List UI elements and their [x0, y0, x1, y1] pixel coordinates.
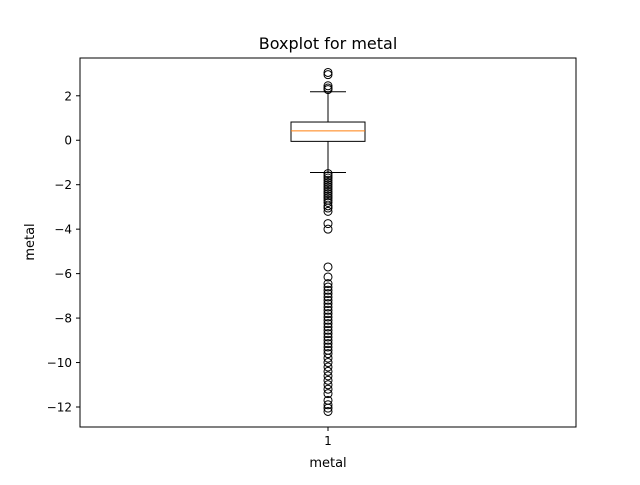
- outlier-point: [323, 299, 333, 309]
- outlier-group: [323, 67, 333, 416]
- outlier-point: [323, 169, 333, 179]
- outlier-point: [323, 389, 333, 399]
- outlier-point: [323, 302, 333, 312]
- outlier-point: [323, 329, 333, 339]
- outlier-point: [323, 224, 333, 234]
- outlier-point: [323, 406, 333, 416]
- outlier-point: [323, 197, 333, 207]
- plot-frame: [79, 57, 577, 428]
- outlier-point: [323, 173, 333, 183]
- outlier-point: [323, 171, 333, 181]
- y-tick-label: −8: [54, 312, 72, 326]
- y-tick-label: −2: [54, 178, 72, 192]
- outlier-point: [323, 332, 333, 342]
- outlier-point: [323, 180, 333, 190]
- outlier-point: [323, 70, 333, 80]
- y-axis-label: metal: [23, 223, 38, 260]
- outlier-point: [323, 400, 333, 410]
- outlier-point: [323, 189, 333, 199]
- y-tick-label: 2: [64, 89, 72, 103]
- outlier-point: [323, 305, 333, 315]
- outlier-point: [323, 335, 333, 345]
- outlier-point: [323, 375, 333, 385]
- outlier-point: [323, 325, 333, 335]
- outlier-point: [323, 342, 333, 352]
- outlier-point: [323, 177, 333, 187]
- outlier-point: [323, 67, 333, 77]
- outlier-point: [323, 319, 333, 329]
- outlier-point: [323, 285, 333, 295]
- y-tick-label: 0: [64, 134, 72, 148]
- x-tick-label: 1: [324, 434, 332, 448]
- outlier-point: [323, 182, 333, 192]
- outlier-point: [323, 262, 333, 272]
- y-tick-label: −10: [47, 356, 72, 370]
- x-axis-ticks: 1: [324, 427, 332, 448]
- outlier-point: [323, 362, 333, 372]
- outlier-point: [323, 191, 333, 201]
- outlier-point: [323, 353, 333, 363]
- box-group: [290, 91, 366, 173]
- outlier-point: [323, 184, 333, 194]
- outlier-point: [323, 186, 333, 196]
- outlier-point: [323, 289, 333, 299]
- outlier-point: [323, 279, 333, 289]
- x-axis-label: metal: [309, 456, 346, 471]
- y-tick-label: −12: [47, 400, 72, 414]
- outlier-point: [323, 292, 333, 302]
- outlier-point: [323, 380, 333, 390]
- outlier-point: [323, 81, 333, 91]
- y-axis-ticks: 2 0 −2 −4 −6 −8 −10 −12: [47, 89, 80, 414]
- outlier-point: [323, 349, 333, 359]
- chart-title: Boxplot for metal: [259, 34, 398, 53]
- outlier-point: [323, 206, 333, 216]
- outlier-point: [323, 219, 333, 229]
- outlier-point: [323, 201, 333, 211]
- outlier-point: [323, 175, 333, 185]
- outlier-point: [323, 272, 333, 282]
- y-tick-label: −4: [54, 223, 72, 237]
- outlier-point: [323, 358, 333, 368]
- outlier-point: [323, 384, 333, 394]
- outlier-point: [323, 371, 333, 381]
- outlier-point: [323, 322, 333, 332]
- outlier-point: [323, 339, 333, 349]
- outlier-point: [323, 312, 333, 322]
- outlier-point: [323, 282, 333, 292]
- outlier-point: [323, 309, 333, 319]
- outlier-point: [323, 366, 333, 376]
- outlier-point: [323, 85, 333, 95]
- outlier-point: [323, 403, 333, 413]
- iqr-box: [290, 121, 366, 142]
- outlier-point: [323, 315, 333, 325]
- outlier-point: [323, 295, 333, 305]
- outlier-point: [323, 203, 333, 213]
- y-tick-label: −6: [54, 267, 72, 281]
